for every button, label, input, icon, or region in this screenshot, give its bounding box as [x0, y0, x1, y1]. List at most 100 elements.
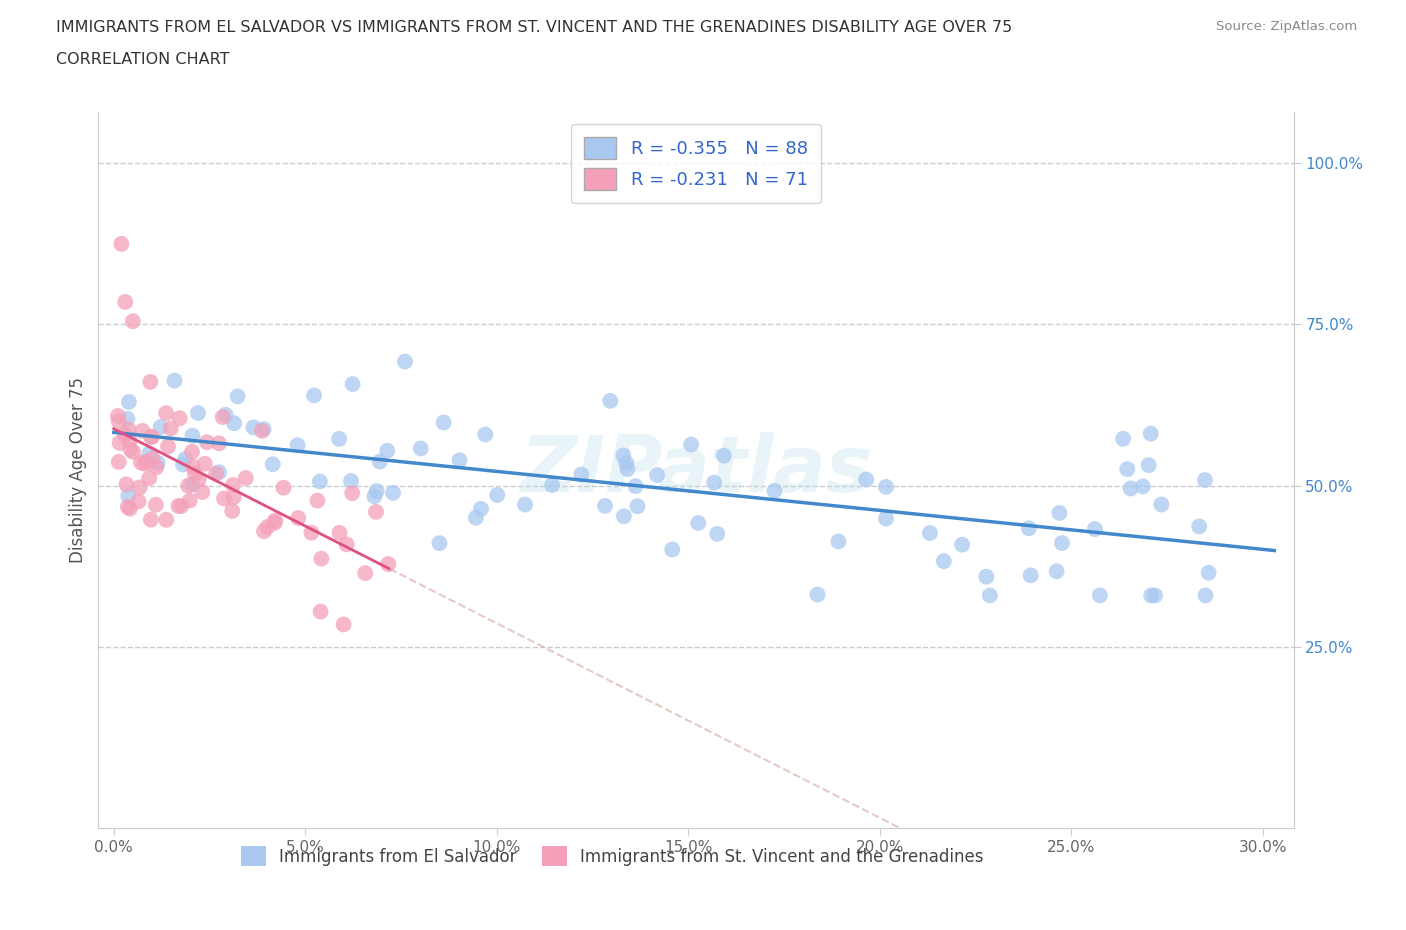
- Point: [118, 501, 141, 516]
- Point: [146, 456, 169, 471]
- Point: [226, 389, 249, 404]
- Point: [340, 473, 363, 488]
- Point: [363, 489, 385, 504]
- Point: [155, 512, 177, 527]
- Point: [1137, 458, 1160, 472]
- Point: [163, 373, 186, 388]
- Point: [273, 480, 295, 495]
- Point: [138, 471, 160, 485]
- Point: [253, 422, 276, 437]
- Point: [145, 498, 167, 512]
- Point: [191, 485, 214, 499]
- Point: [222, 416, 245, 431]
- Point: [681, 437, 703, 452]
- Point: [309, 474, 332, 489]
- Text: IMMIGRANTS FROM EL SALVADOR VS IMMIGRANTS FROM ST. VINCENT AND THE GRENADINES DI: IMMIGRANTS FROM EL SALVADOR VS IMMIGRANT…: [56, 20, 1012, 35]
- Point: [120, 442, 142, 457]
- Text: Source: ZipAtlas.com: Source: ZipAtlas.com: [1216, 20, 1357, 33]
- Point: [1194, 588, 1216, 603]
- Point: [179, 493, 201, 508]
- Point: [222, 490, 245, 505]
- Point: [181, 459, 204, 474]
- Point: [114, 295, 136, 310]
- Point: [117, 488, 139, 503]
- Point: [661, 542, 683, 557]
- Point: [1132, 479, 1154, 494]
- Point: [806, 587, 828, 602]
- Point: [187, 405, 209, 420]
- Point: [464, 511, 486, 525]
- Point: [117, 499, 139, 514]
- Point: [118, 433, 141, 448]
- Point: [311, 551, 333, 566]
- Point: [645, 468, 668, 483]
- Point: [377, 557, 399, 572]
- Point: [342, 377, 364, 392]
- Point: [307, 493, 329, 508]
- Point: [599, 393, 621, 408]
- Y-axis label: Disability Age Over 75: Disability Age Over 75: [69, 377, 87, 563]
- Point: [1019, 568, 1042, 583]
- Point: [1119, 481, 1142, 496]
- Point: [375, 444, 398, 458]
- Point: [1140, 588, 1163, 603]
- Point: [364, 504, 387, 519]
- Legend: Immigrants from El Salvador, Immigrants from St. Vincent and the Grenadines: Immigrants from El Salvador, Immigrants …: [235, 840, 990, 873]
- Point: [110, 236, 132, 251]
- Point: [181, 445, 204, 459]
- Point: [122, 445, 145, 459]
- Point: [129, 455, 152, 470]
- Point: [336, 537, 359, 551]
- Point: [287, 438, 309, 453]
- Point: [1047, 506, 1070, 521]
- Point: [235, 471, 257, 485]
- Point: [256, 520, 278, 535]
- Point: [156, 439, 179, 454]
- Point: [302, 388, 325, 403]
- Point: [827, 534, 849, 549]
- Point: [107, 414, 129, 429]
- Point: [1084, 522, 1107, 537]
- Point: [194, 457, 217, 472]
- Point: [332, 617, 354, 631]
- Point: [612, 448, 634, 463]
- Point: [117, 411, 139, 426]
- Point: [128, 494, 150, 509]
- Point: [763, 484, 786, 498]
- Point: [149, 419, 172, 434]
- Point: [569, 467, 592, 482]
- Point: [449, 453, 471, 468]
- Point: [368, 454, 391, 469]
- Point: [181, 477, 204, 492]
- Point: [250, 423, 273, 438]
- Point: [354, 565, 377, 580]
- Point: [366, 484, 388, 498]
- Point: [470, 501, 492, 516]
- Point: [1198, 565, 1220, 580]
- Point: [253, 524, 276, 538]
- Point: [626, 498, 648, 513]
- Text: ZIPatlas: ZIPatlas: [520, 432, 872, 508]
- Point: [145, 459, 167, 474]
- Point: [131, 423, 153, 438]
- Point: [141, 430, 163, 445]
- Point: [117, 422, 139, 437]
- Point: [1150, 497, 1173, 512]
- Point: [205, 466, 228, 481]
- Point: [136, 455, 159, 470]
- Point: [616, 461, 638, 476]
- Point: [195, 435, 218, 450]
- Point: [1116, 461, 1139, 476]
- Point: [299, 525, 322, 540]
- Point: [170, 498, 193, 513]
- Point: [114, 427, 136, 442]
- Point: [1018, 521, 1040, 536]
- Point: [118, 394, 141, 409]
- Point: [263, 515, 285, 530]
- Point: [134, 457, 156, 472]
- Point: [382, 485, 405, 500]
- Point: [172, 457, 194, 472]
- Point: [139, 430, 162, 445]
- Point: [181, 429, 204, 444]
- Point: [706, 526, 728, 541]
